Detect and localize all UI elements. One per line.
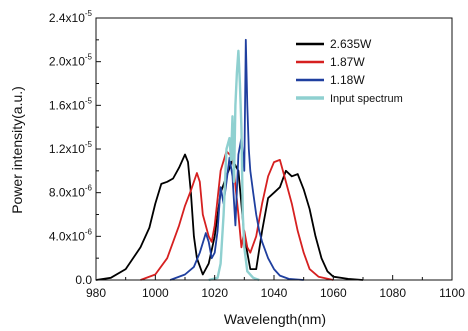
legend: 2.635W 1.87W 1.18W Input spectrum bbox=[296, 37, 403, 105]
x-tick-label: 1020 bbox=[201, 286, 228, 300]
y-axis-label: Power intensity(a.u.) bbox=[9, 86, 25, 214]
y-tick-label: 8.0x10-6 bbox=[49, 184, 93, 200]
y-tick-exponent: -5 bbox=[85, 96, 93, 105]
x-tick-label: 980 bbox=[86, 286, 106, 300]
y-tick-label: 0.0 bbox=[75, 273, 92, 287]
legend-label-1: 1.87W bbox=[330, 55, 365, 69]
series-line-0 bbox=[95, 153, 364, 281]
y-tick-mantissa: 4.0x10 bbox=[49, 229, 85, 243]
series-line-1 bbox=[140, 150, 334, 281]
y-tick-exponent: -6 bbox=[85, 184, 93, 193]
y-tick-mantissa: 1.2x10 bbox=[49, 142, 85, 156]
y-tick-mantissa: 2.0x10 bbox=[49, 55, 85, 69]
axes-layer: 980 1000 1020 1040 1060 1080 11000.04.0x10-68.… bbox=[49, 9, 465, 300]
y-tick-label: 1.6x10-5 bbox=[49, 96, 93, 112]
x-axis-label: Wavelength(nm) bbox=[224, 311, 326, 327]
series-line-2 bbox=[169, 38, 304, 281]
legend-label-3: Input spectrum bbox=[330, 93, 403, 105]
y-tick-mantissa: 1.6x10 bbox=[49, 98, 85, 112]
x-tick-label: 1000 bbox=[142, 286, 169, 300]
series-layer bbox=[95, 38, 364, 282]
y-tick-label: 4.0x10-6 bbox=[49, 227, 93, 243]
legend-label-2: 1.18W bbox=[330, 73, 365, 87]
x-tick-label: 1080 bbox=[379, 286, 406, 300]
y-tick-exponent: -6 bbox=[85, 227, 93, 236]
x-tick-label: 1040 bbox=[261, 286, 288, 300]
x-tick-label: 1060 bbox=[320, 286, 347, 300]
y-tick-label: 2.0x10-5 bbox=[49, 53, 93, 69]
y-tick-mantissa: 2.4x10 bbox=[49, 11, 85, 25]
y-tick-exponent: -5 bbox=[85, 53, 93, 62]
y-tick-label: 1.2x10-5 bbox=[49, 140, 93, 156]
y-tick-mantissa: 8.0x10 bbox=[49, 186, 85, 200]
y-tick-exponent: -5 bbox=[85, 140, 93, 149]
y-tick-exponent: -5 bbox=[85, 9, 93, 18]
x-tick-label: 1100 bbox=[439, 286, 465, 300]
y-tick-label: 2.4x10-5 bbox=[49, 9, 93, 25]
y-tick-mantissa: 0.0 bbox=[75, 273, 92, 287]
plot-frame bbox=[95, 17, 453, 281]
legend-label-0: 2.635W bbox=[330, 37, 372, 51]
series-line-3 bbox=[208, 49, 260, 282]
